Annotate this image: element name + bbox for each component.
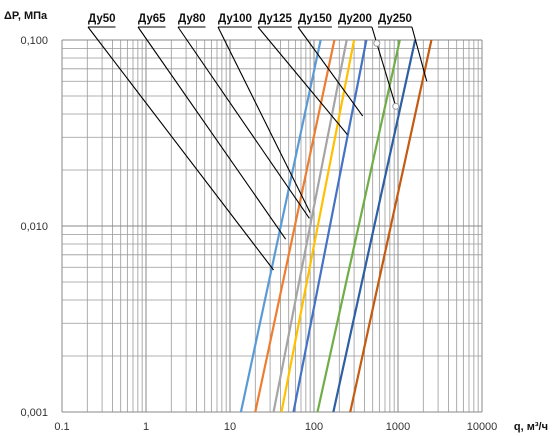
x-tick-label: 10000 — [467, 421, 498, 433]
series-labels: Ду50 Ду65 Ду80 Ду100 Ду125 Ду150 Ду200 Ду250 — [88, 13, 412, 25]
x-tick-label: 1000 — [386, 421, 410, 433]
series-label: Ду50 — [88, 13, 116, 25]
leader-line — [178, 27, 309, 218]
callout-marker — [374, 40, 380, 46]
series-label: Ду150 — [298, 13, 332, 25]
y-axis-title: ΔP, МПа — [4, 10, 48, 22]
series-label: Ду65 — [138, 13, 166, 25]
leader-line — [412, 27, 427, 81]
callout-marker — [393, 103, 399, 109]
series-label: Ду100 — [218, 13, 252, 25]
x-tick-label: 1 — [143, 421, 149, 433]
x-tick-label: 0.1 — [54, 421, 69, 433]
x-tick-label: 100 — [305, 421, 323, 433]
series-label: Ду80 — [178, 13, 206, 25]
leader-line — [218, 27, 310, 213]
tick-labels: 0.1 1 10 100 1000 10000 0,001 0,010 0,100 — [20, 35, 497, 433]
leader-line — [372, 27, 396, 106]
x-axis-title: q, м³/ч — [514, 421, 548, 433]
y-tick-label: 0,100 — [20, 35, 48, 47]
y-tick-label: 0,001 — [20, 407, 48, 419]
leader-line — [88, 27, 274, 270]
series-label: Ду250 — [378, 13, 412, 25]
series-label: Ду200 — [338, 13, 372, 25]
series-label: Ду125 — [258, 13, 293, 25]
leader-line — [138, 27, 286, 239]
y-tick-label: 0,010 — [20, 221, 48, 233]
x-tick-label: 10 — [224, 421, 236, 433]
